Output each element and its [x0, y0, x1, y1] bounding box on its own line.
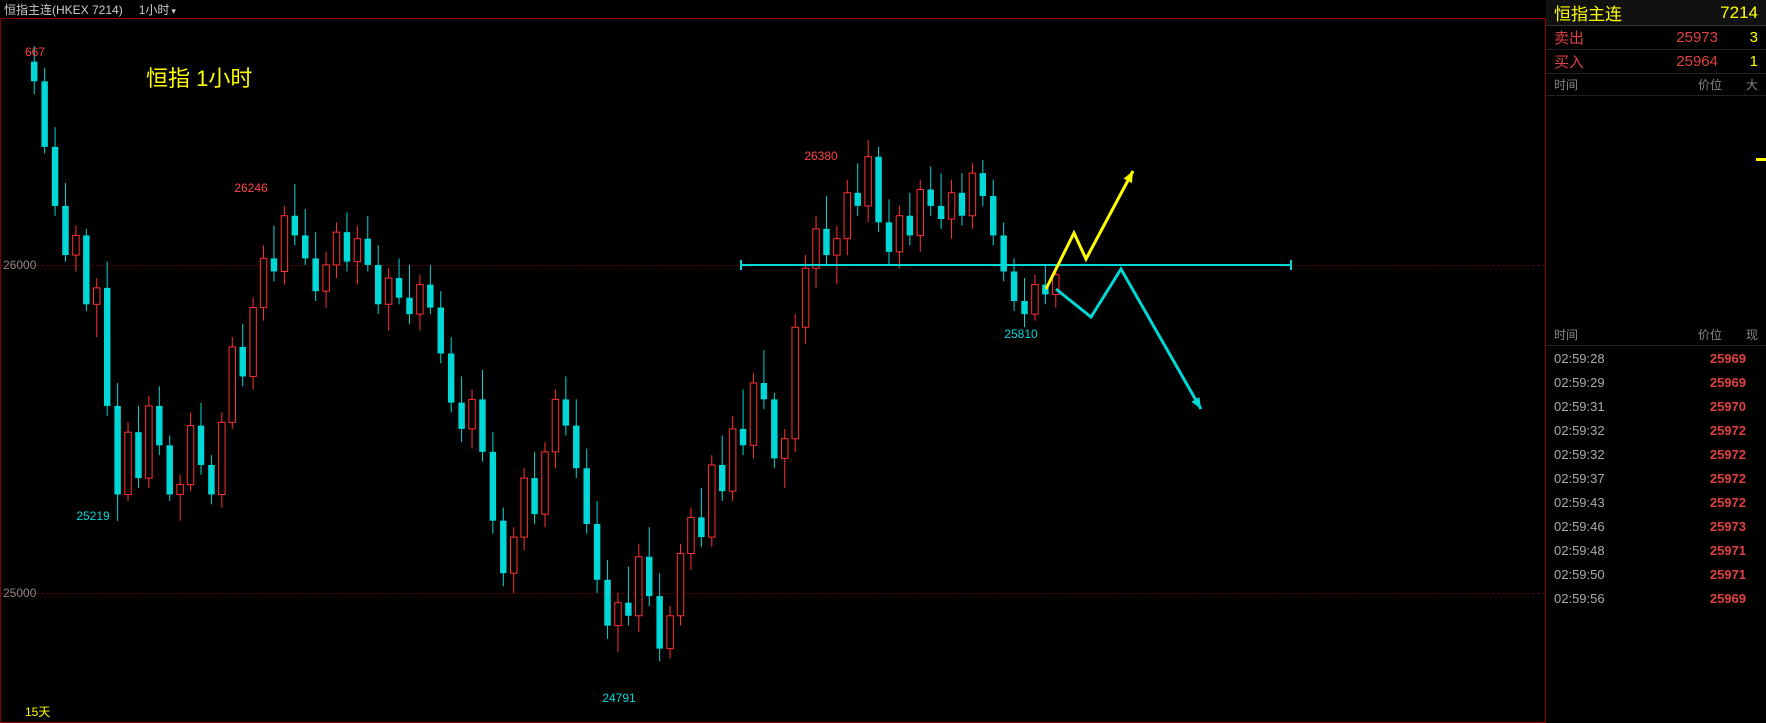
tick-time: 02:59:56 [1554, 591, 1634, 606]
tick-row: 02:59:2925969 [1546, 370, 1766, 394]
tick-time: 02:59:31 [1554, 399, 1634, 414]
tick-time: 02:59:46 [1554, 519, 1634, 534]
candlestick-chart [1, 19, 1545, 722]
tick-row: 02:59:4825971 [1546, 538, 1766, 562]
tick-col-price: 价位 [1634, 326, 1734, 343]
sell-row[interactable]: 卖出 25973 3 [1546, 26, 1766, 50]
tick-price: 25970 [1634, 399, 1758, 414]
right-panel: 恒指主连 7214 卖出 25973 3 买入 25964 1 时间 价位 大 … [1546, 0, 1766, 723]
depth-col-time: 时间 [1554, 76, 1634, 93]
price-annotation: 667 [25, 45, 45, 59]
tick-time: 02:59:43 [1554, 495, 1634, 510]
tick-row: 02:59:5625969 [1546, 586, 1766, 610]
symbol-label: 恒指主连(HKEX 7214) [4, 1, 123, 18]
tick-row: 02:59:4325972 [1546, 490, 1766, 514]
tick-col-ext: 现 [1734, 326, 1758, 343]
buy-price: 25964 [1594, 53, 1738, 70]
tick-time: 02:59:32 [1554, 447, 1634, 462]
tick-time: 02:59:48 [1554, 543, 1634, 558]
tick-price: 25972 [1634, 423, 1758, 438]
tick-time: 02:59:28 [1554, 351, 1634, 366]
tick-col-time: 时间 [1554, 326, 1634, 343]
tick-price: 25971 [1634, 543, 1758, 558]
tick-list: 02:59:282596902:59:292596902:59:31259700… [1546, 346, 1766, 610]
depth-header: 时间 价位 大 [1546, 74, 1766, 96]
price-annotation: 25810 [1004, 327, 1037, 341]
tick-time: 02:59:50 [1554, 567, 1634, 582]
x-range-label: 15天 [25, 703, 50, 720]
tick-time: 02:59:37 [1554, 471, 1634, 486]
tick-price: 25969 [1634, 351, 1758, 366]
tick-price: 25971 [1634, 567, 1758, 582]
chart-area[interactable]: 2600025000 恒指 1小时 6672624626380252192479… [0, 18, 1546, 723]
panel-symbol-code: 7214 [1720, 3, 1758, 23]
price-annotation: 26380 [804, 149, 837, 163]
tick-row: 02:59:5025971 [1546, 562, 1766, 586]
depth-col-ext: 大 [1734, 76, 1758, 93]
buy-qty: 1 [1738, 53, 1758, 70]
top-bar: 恒指主连(HKEX 7214) 1小时 [0, 0, 1766, 18]
chart-title: 恒指 1小时 [146, 61, 252, 93]
tick-row: 02:59:3225972 [1546, 442, 1766, 466]
price-annotation: 24791 [602, 691, 635, 705]
panel-symbol-name: 恒指主连 [1554, 0, 1622, 25]
tick-row: 02:59:3725972 [1546, 466, 1766, 490]
tick-price: 25972 [1634, 471, 1758, 486]
buy-row[interactable]: 买入 25964 1 [1546, 50, 1766, 74]
support-line [741, 264, 1291, 266]
sell-price: 25973 [1594, 29, 1738, 46]
last-price-marker [1756, 158, 1766, 161]
panel-title: 恒指主连 7214 [1546, 0, 1766, 26]
sell-qty: 3 [1738, 29, 1758, 46]
timeframe-dropdown[interactable]: 1小时 [139, 1, 176, 18]
depth-empty-area [1546, 96, 1766, 324]
buy-label: 买入 [1554, 51, 1594, 72]
tick-row: 02:59:2825969 [1546, 346, 1766, 370]
tick-price: 25969 [1634, 591, 1758, 606]
tick-price: 25969 [1634, 375, 1758, 390]
price-annotation: 26246 [234, 181, 267, 195]
tick-price: 25972 [1634, 447, 1758, 462]
depth-col-price: 价位 [1634, 76, 1734, 93]
tick-time: 02:59:29 [1554, 375, 1634, 390]
tick-price: 25972 [1634, 495, 1758, 510]
tick-row: 02:59:4625973 [1546, 514, 1766, 538]
tick-row: 02:59:3125970 [1546, 394, 1766, 418]
tick-row: 02:59:3225972 [1546, 418, 1766, 442]
sell-label: 卖出 [1554, 27, 1594, 48]
price-annotation: 25219 [76, 509, 109, 523]
tick-price: 25973 [1634, 519, 1758, 534]
tick-header: 时间 价位 现 [1546, 324, 1766, 346]
tick-time: 02:59:32 [1554, 423, 1634, 438]
